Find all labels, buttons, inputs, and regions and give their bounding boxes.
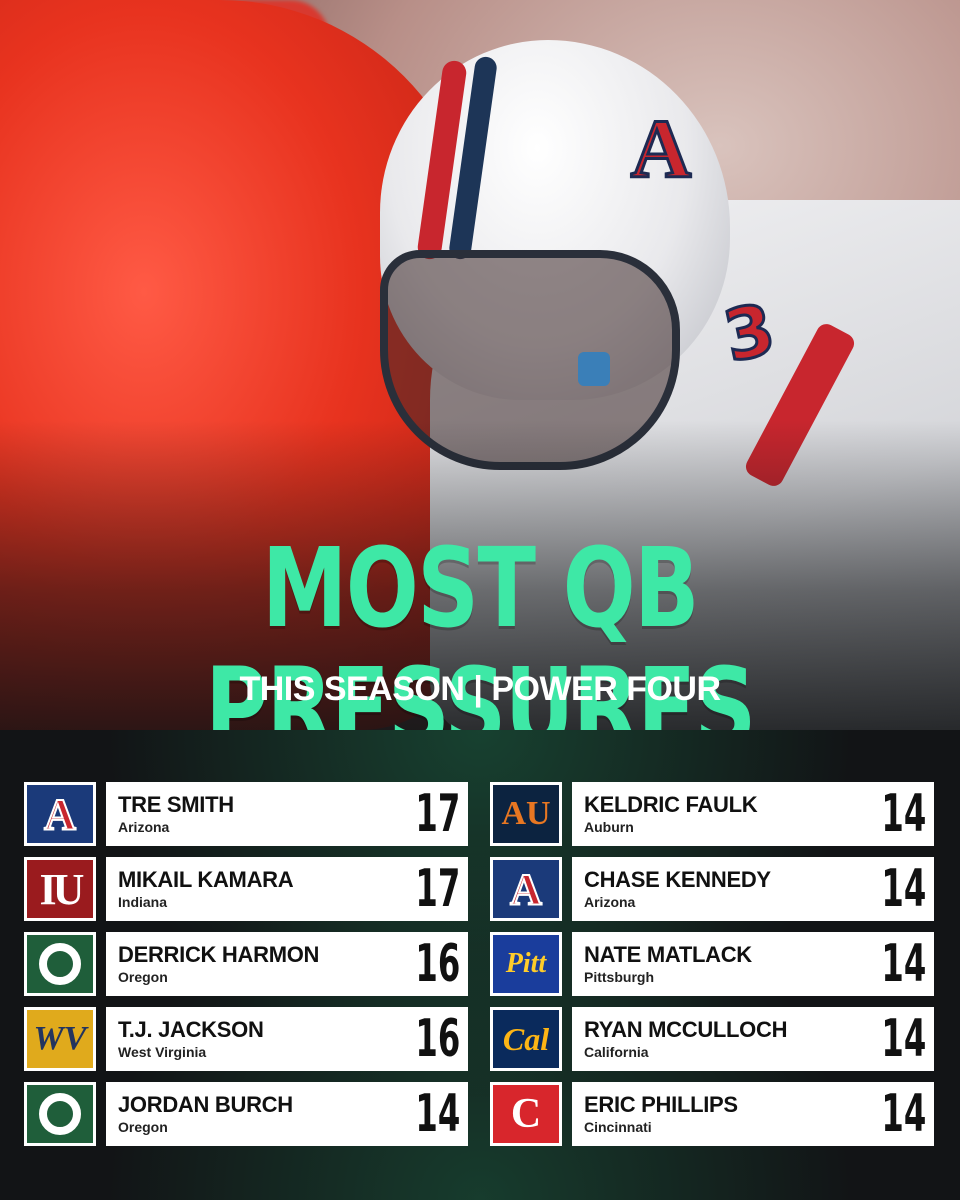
leaderboard-row: C ERIC PHILLIPS Cincinnati 14: [490, 1082, 934, 1146]
page-subtitle: THIS SEASON | POWER FOUR: [239, 670, 721, 708]
player-card: MIKAIL KAMARA Indiana 17: [106, 857, 468, 921]
helmet-logo-icon: A: [629, 102, 693, 198]
player-card: T.J. JACKSON West Virginia 16: [106, 1007, 468, 1071]
pitt-logo-icon: Pitt: [490, 932, 562, 996]
player-school: West Virginia: [118, 1044, 207, 1060]
auburn-logo-icon: AU: [490, 782, 562, 846]
player-name: DERRICK HARMON: [118, 942, 320, 967]
player-card: RYAN MCCULLOCH California 14: [572, 1007, 934, 1071]
pressure-count: 17: [415, 784, 461, 844]
player-school: Arizona: [584, 894, 636, 910]
player-name: ERIC PHILLIPS: [584, 1092, 738, 1117]
player-name: RYAN MCCULLOCH: [584, 1017, 788, 1042]
pressure-count: 14: [881, 934, 927, 994]
leaderboard-row: IU MIKAIL KAMARA Indiana 17: [24, 857, 468, 921]
leaderboard-row: Pitt NATE MATLACK Pittsburgh 14: [490, 932, 934, 996]
cincinnati-logo-icon: C: [490, 1082, 562, 1146]
player-school: Auburn: [584, 819, 634, 835]
hero-fade: [0, 420, 960, 730]
player-name: MIKAIL KAMARA: [118, 867, 294, 892]
leaderboard-row: DERRICK HARMON Oregon 16: [24, 932, 468, 996]
pressure-count: 14: [881, 1084, 927, 1144]
pressure-count: 14: [881, 784, 927, 844]
arizona-logo-icon: A: [24, 782, 96, 846]
player-card: DERRICK HARMON Oregon 16: [106, 932, 468, 996]
wvu-logo-icon: WV: [24, 1007, 96, 1071]
player-card: TRE SMITH Arizona 17: [106, 782, 468, 846]
mouth-guard: [578, 352, 610, 386]
player-name: T.J. JACKSON: [118, 1017, 264, 1042]
leaderboard-row: A CHASE KENNEDY Arizona 14: [490, 857, 934, 921]
pressure-count: 14: [881, 1009, 927, 1069]
indiana-logo-icon: IU: [24, 857, 96, 921]
player-school: Oregon: [118, 1119, 168, 1135]
pressure-count: 16: [415, 1009, 461, 1069]
player-school: Pittsburgh: [584, 969, 654, 985]
leaderboard-row: JORDAN BURCH Oregon 14: [24, 1082, 468, 1146]
arizona-logo-icon: A: [490, 857, 562, 921]
leaderboard-right-column: AU KELDRIC FAULK Auburn 14 A CHASE KENNE…: [490, 782, 934, 1157]
pressure-count: 17: [415, 859, 461, 919]
leaderboard-left-column: A TRE SMITH Arizona 17 IU MIKAIL KAMARA …: [24, 782, 468, 1157]
pressure-count: 14: [415, 1084, 461, 1144]
player-name: KELDRIC FAULK: [584, 792, 758, 817]
player-school: Indiana: [118, 894, 168, 910]
player-name: CHASE KENNEDY: [584, 867, 771, 892]
player-school: California: [584, 1044, 649, 1060]
cal-logo-icon: Cal: [490, 1007, 562, 1071]
player-card: JORDAN BURCH Oregon 14: [106, 1082, 468, 1146]
leaderboard-row: AU KELDRIC FAULK Auburn 14: [490, 782, 934, 846]
pressure-count: 16: [415, 934, 461, 994]
player-name: NATE MATLACK: [584, 942, 752, 967]
leaderboard-row: Cal RYAN MCCULLOCH California 14: [490, 1007, 934, 1071]
leaderboard-row: A TRE SMITH Arizona 17: [24, 782, 468, 846]
oregon-logo-icon: [24, 932, 96, 996]
player-school: Arizona: [118, 819, 170, 835]
player-card: ERIC PHILLIPS Cincinnati 14: [572, 1082, 934, 1146]
player-name: JORDAN BURCH: [118, 1092, 293, 1117]
player-card: NATE MATLACK Pittsburgh 14: [572, 932, 934, 996]
player-card: KELDRIC FAULK Auburn 14: [572, 782, 934, 846]
pressure-count: 14: [881, 859, 927, 919]
hero-photo: 3 A: [0, 0, 960, 730]
player-school: Cincinnati: [584, 1119, 652, 1135]
player-card: CHASE KENNEDY Arizona 14: [572, 857, 934, 921]
leaderboard-row: WV T.J. JACKSON West Virginia 16: [24, 1007, 468, 1071]
player-school: Oregon: [118, 969, 168, 985]
oregon-logo-icon: [24, 1082, 96, 1146]
player-name: TRE SMITH: [118, 792, 234, 817]
